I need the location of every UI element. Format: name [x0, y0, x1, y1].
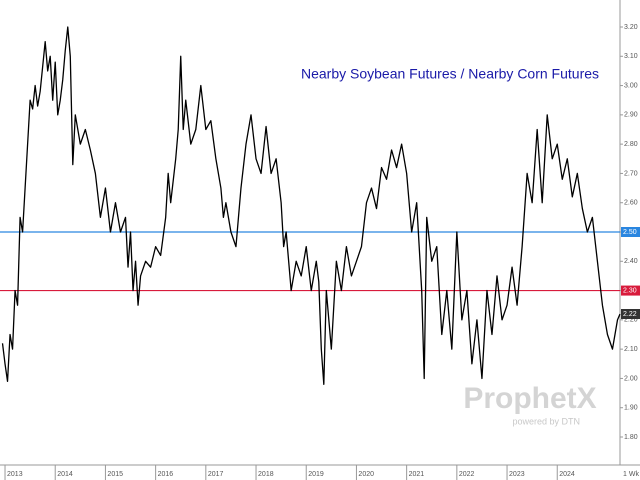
x-tick-label: 2016 — [158, 471, 174, 478]
y-tick-label: 2.60 — [624, 200, 638, 207]
y-tick-label: 2.00 — [624, 375, 638, 382]
x-tick-label: 2014 — [57, 471, 73, 478]
data-line — [1, 26, 621, 385]
reference-label-box — [621, 227, 640, 237]
x-tick-label: 2018 — [258, 471, 274, 478]
y-tick-label: 3.20 — [624, 24, 638, 31]
y-tick-label: 2.20 — [624, 317, 638, 324]
y-tick-label: 2.40 — [624, 258, 638, 265]
reference-label: 2.50 — [623, 229, 637, 236]
y-tick-label: 3.10 — [624, 53, 638, 60]
x-tick-label: 2023 — [509, 471, 525, 478]
x-tick-label: 2019 — [308, 471, 324, 478]
last-value-label: 2.22 — [623, 311, 637, 318]
y-tick-label: 2.80 — [624, 141, 638, 148]
reference-label: 2.30 — [623, 287, 637, 294]
watermark: ProphetX — [463, 382, 596, 415]
x-tick-label: 2021 — [409, 471, 425, 478]
x-tick-label: 2013 — [7, 471, 23, 478]
last-value-box — [621, 309, 640, 319]
y-tick-label: 2.90 — [624, 112, 638, 119]
chart-title: Nearby Soybean Futures / Nearby Corn Fut… — [301, 66, 599, 82]
x-tick-label: 2015 — [107, 471, 123, 478]
x-tick-label: 2024 — [559, 471, 575, 478]
reference-label-box — [621, 285, 640, 296]
y-tick-label: 3.00 — [624, 82, 638, 89]
y-tick-label: 1.80 — [624, 434, 638, 441]
watermark-sub: powered by DTN — [512, 416, 580, 426]
y-tick-label: 2.70 — [624, 170, 638, 177]
x-tick-label: 2020 — [358, 471, 374, 478]
x-tick-label: 2022 — [459, 471, 475, 478]
x-tick-label: 2017 — [208, 471, 224, 478]
y-tick-label: 1.90 — [624, 405, 638, 412]
y-tick-label: 2.10 — [624, 346, 638, 353]
corner-label: 1 Wk — [623, 471, 639, 478]
